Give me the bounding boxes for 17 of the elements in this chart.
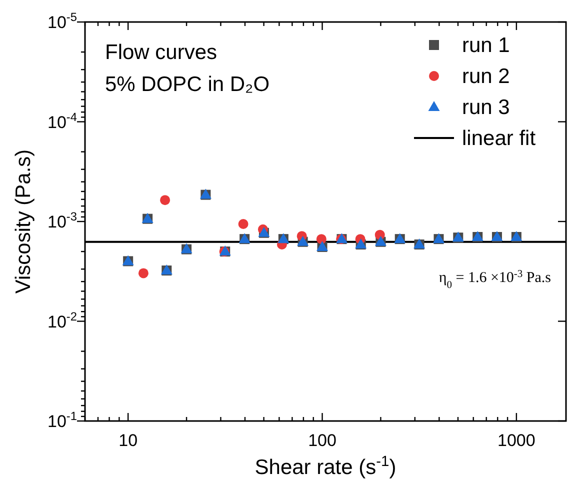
legend-label: run 1 (462, 34, 510, 57)
y-tick-label: 10$^{-5}$ (48, 10, 78, 32)
annotation: η$_{0}$ = 1.6 ×10$^{-3}$ Pa.s (438, 268, 552, 290)
x-tick-label: 100 (308, 431, 336, 450)
y-tick-label: 10$^{-2}$ (48, 309, 78, 332)
x-tick-label: 10 (118, 431, 138, 450)
annotation: Flow curves (105, 41, 218, 64)
y-tick-label: 10$^{-3}$ (48, 210, 78, 232)
legend-label: linear fit (462, 127, 536, 150)
legend-label: run 3 (462, 96, 510, 119)
x-axis-title: Shear rate (s$^{-1}$) (254, 454, 396, 479)
x-tick-label: 1000 (498, 431, 536, 450)
legend-label: run 2 (462, 65, 510, 88)
y-axis-title: Viscosity (Pa.s) (12, 149, 35, 294)
annotation: 5% DOPC in D₂O (105, 73, 270, 96)
y-tick-label: 10$^{-4}$ (48, 110, 78, 132)
y-tick-label: 10$^{-1}$ (48, 409, 78, 431)
